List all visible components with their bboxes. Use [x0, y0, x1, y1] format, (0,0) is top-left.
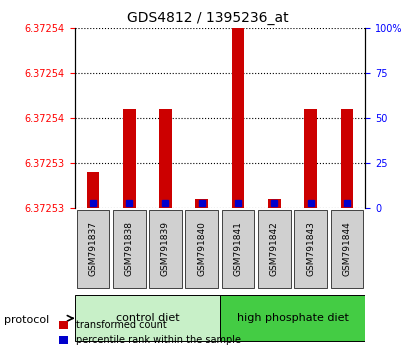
- Bar: [341, 109, 354, 208]
- Text: GDS4812 / 1395236_at: GDS4812 / 1395236_at: [127, 11, 288, 25]
- Text: GSM791840: GSM791840: [197, 222, 206, 276]
- FancyBboxPatch shape: [149, 211, 182, 288]
- Bar: [232, 28, 244, 208]
- Bar: [268, 199, 281, 208]
- Text: GSM791837: GSM791837: [88, 221, 98, 276]
- Text: GSM791839: GSM791839: [161, 221, 170, 276]
- Text: GSM791844: GSM791844: [342, 222, 352, 276]
- Bar: [304, 109, 317, 208]
- FancyBboxPatch shape: [258, 211, 291, 288]
- Text: control diet: control diet: [115, 313, 179, 323]
- FancyBboxPatch shape: [76, 211, 109, 288]
- FancyBboxPatch shape: [331, 211, 364, 288]
- Text: GSM791843: GSM791843: [306, 222, 315, 276]
- FancyBboxPatch shape: [186, 211, 218, 288]
- FancyBboxPatch shape: [75, 296, 220, 341]
- Bar: [86, 172, 99, 208]
- Text: high phosphate diet: high phosphate diet: [237, 313, 349, 323]
- Bar: [159, 109, 172, 208]
- Text: protocol: protocol: [4, 315, 49, 325]
- Text: GSM791838: GSM791838: [124, 221, 134, 276]
- Bar: [123, 109, 136, 208]
- FancyBboxPatch shape: [294, 211, 327, 288]
- FancyBboxPatch shape: [113, 211, 146, 288]
- Bar: [195, 199, 208, 208]
- Text: GSM791841: GSM791841: [234, 222, 243, 276]
- FancyBboxPatch shape: [220, 296, 365, 341]
- FancyBboxPatch shape: [222, 211, 254, 288]
- Legend: transformed count, percentile rank within the sample: transformed count, percentile rank withi…: [55, 316, 245, 349]
- Text: GSM791842: GSM791842: [270, 222, 279, 276]
